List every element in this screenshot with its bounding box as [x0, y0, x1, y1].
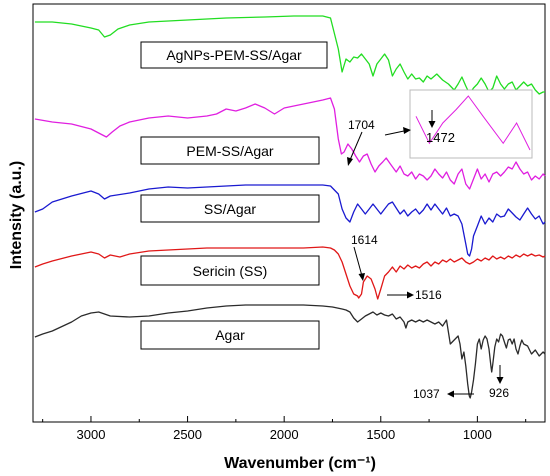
x-tick-label: 3000 [77, 427, 106, 442]
inset-label: 1472 [426, 130, 455, 145]
x-tick-label: 2000 [270, 427, 299, 442]
series-label-box [140, 320, 320, 350]
annotation-label: 1704 [348, 118, 375, 132]
x-tick-label: 1500 [366, 427, 395, 442]
series-group [34, 15, 546, 399]
series-label-text: SS/Agar [204, 201, 256, 217]
annotation-1516: 1516 [387, 288, 442, 302]
annotation-1614: 1614 [351, 233, 378, 281]
series-line-3 [34, 246, 546, 300]
series-label-box [140, 194, 320, 223]
inset-plot: 1472 [409, 89, 533, 159]
series-label-text: Sericin (SS) [193, 263, 268, 279]
annotation-arrowhead [407, 291, 414, 299]
annotation-arrowhead [403, 127, 411, 134]
series-label-sericin: Sericin (SS) [140, 255, 320, 286]
series-line-0 [34, 15, 545, 95]
annotation-926: 926 [489, 365, 509, 400]
annotation-label: 1516 [415, 288, 442, 302]
annotation-label: 926 [489, 386, 509, 400]
series-line-1 [34, 97, 546, 190]
inset-arrow-head [428, 121, 436, 128]
inset-series-line [415, 95, 531, 151]
series-label-pem: PEM-SS/Agar [140, 136, 320, 165]
series-label-ss-agar: SS/Agar [140, 194, 320, 223]
annotation-1037: 1037 [413, 387, 474, 401]
series-label-box [140, 136, 320, 165]
series-label-box [140, 255, 320, 286]
series-line-4 [34, 304, 546, 399]
x-axis: 3000 2500 2000 1500 1000 [42, 416, 527, 442]
annotation-label: 1037 [413, 387, 440, 401]
series-label-text: PEM-SS/Agar [186, 143, 273, 159]
annotation-arrow [353, 246, 363, 277]
annotation-arrow [384, 130, 405, 136]
series-label-box [140, 41, 328, 69]
annotation-arrowhead [496, 377, 504, 384]
series-label-agnps: AgNPs-PEM-SS/Agar [140, 41, 328, 69]
x-tick-label: 2500 [173, 427, 202, 442]
series-line-2 [34, 184, 546, 257]
annotation-arrowhead [358, 273, 365, 281]
y-axis-title: Intensity (a.u.) [8, 161, 25, 269]
series-label-text: AgNPs-PEM-SS/Agar [166, 47, 302, 63]
plot-frame [32, 3, 546, 423]
annotation-1704: 1704 [347, 118, 411, 166]
series-label-agar: Agar [140, 320, 320, 350]
annotation-arrow [349, 131, 363, 161]
annotation-arrowhead [447, 390, 454, 398]
series-label-text: Agar [215, 327, 245, 343]
annotation-arrowhead [347, 157, 353, 166]
x-axis-title: Wavenumber (cm⁻¹) [224, 455, 376, 472]
annotation-label: 1614 [351, 233, 378, 247]
x-tick-label: 1000 [463, 427, 492, 442]
